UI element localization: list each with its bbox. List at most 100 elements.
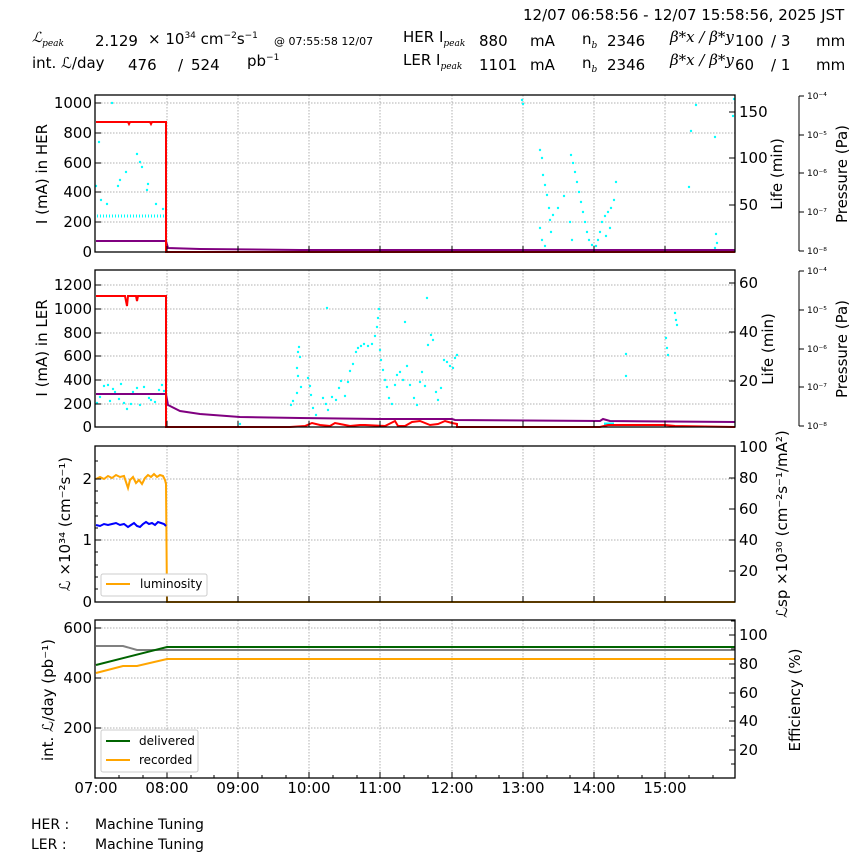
specific-luminosity-line xyxy=(95,520,167,529)
her-current-line xyxy=(96,121,735,253)
recorded-line xyxy=(95,658,735,674)
intl-unit: pb−1 xyxy=(247,52,280,70)
intl-ylabel: int. ℒ/day (pb⁻¹) xyxy=(39,639,57,761)
svg-text:2: 2 xyxy=(82,470,92,488)
svg-text:40: 40 xyxy=(739,531,758,549)
svg-text:07:00: 07:00 xyxy=(74,779,117,797)
ler-ylabel: I (mA) in LER xyxy=(33,299,51,396)
her-status-value: Machine Tuning xyxy=(95,817,204,833)
panel-her: 1000 800 600 400 200 0 150 100 50 I (mA)… xyxy=(33,92,851,261)
her-ipeak-unit: mA xyxy=(530,32,555,50)
svg-text:20: 20 xyxy=(739,372,758,390)
lpeak-label: ℒpeak xyxy=(32,30,65,49)
svg-text:10⁻⁷: 10⁻⁷ xyxy=(807,383,827,393)
svg-text:0: 0 xyxy=(82,243,92,261)
ler-beta-label: β*x / β*y xyxy=(670,51,734,69)
svg-text:60: 60 xyxy=(739,274,758,292)
legend-delivered: delivered xyxy=(139,734,195,748)
intl-legend: delivered recorded xyxy=(100,729,199,773)
svg-text:20: 20 xyxy=(739,741,758,759)
her-beta-unit: mm xyxy=(816,32,846,50)
ler-beta-unit: mm xyxy=(816,56,846,74)
her-pressure-label: Pressure (Pa) xyxy=(833,125,851,223)
svg-text:10⁻⁴: 10⁻⁴ xyxy=(807,267,827,277)
svg-text:150: 150 xyxy=(739,103,768,121)
svg-text:10:00: 10:00 xyxy=(287,779,330,797)
ler-ipeak-value: 1101 xyxy=(479,56,518,74)
intl-sep: / xyxy=(178,56,184,74)
panel-luminosity: 2 1 0 100 80 60 40 20 ℒ ×10³⁴ (cm⁻²s⁻¹) … xyxy=(56,430,791,618)
intl-delivered: 524 xyxy=(191,56,220,74)
svg-text:14:00: 14:00 xyxy=(572,779,615,797)
panel-integrated: 600 400 200 100 80 60 40 20 int. ℒ/day (… xyxy=(39,619,804,797)
svg-text:800: 800 xyxy=(63,124,92,142)
lumi-legend: luminosity xyxy=(100,573,208,597)
svg-text:10⁻⁶: 10⁻⁶ xyxy=(807,345,827,355)
svg-text:50: 50 xyxy=(739,196,758,214)
svg-text:20: 20 xyxy=(739,562,758,580)
svg-text:11:00: 11:00 xyxy=(358,779,401,797)
her-ylabel: I (mA) in HER xyxy=(33,124,51,224)
svg-text:15:00: 15:00 xyxy=(643,779,686,797)
her-beta-y: / 3 xyxy=(771,32,791,50)
time-range: 12/07 06:58:56 - 12/07 15:58:56, 2025 JS… xyxy=(523,6,845,24)
her-ipeak-label: HER Ipeak xyxy=(403,28,466,49)
ler-nb-value: 2346 xyxy=(607,56,646,74)
svg-text:13:00: 13:00 xyxy=(501,779,544,797)
her-beta-label: β*x / β*y xyxy=(670,28,734,46)
svg-text:200: 200 xyxy=(63,719,92,737)
ler-status-label: LER : xyxy=(31,837,67,853)
svg-text:10⁻⁸: 10⁻⁸ xyxy=(807,247,827,257)
ler-ipeak-unit: mA xyxy=(530,56,555,74)
svg-text:60: 60 xyxy=(739,500,758,518)
svg-text:100: 100 xyxy=(739,626,768,644)
efficiency-line xyxy=(96,645,735,651)
svg-text:12:00: 12:00 xyxy=(430,779,473,797)
her-nb-value: 2346 xyxy=(607,32,646,50)
ler-life-scatter xyxy=(95,296,679,426)
ler-beta-y: / 1 xyxy=(771,56,791,74)
svg-text:200: 200 xyxy=(63,395,92,413)
svg-text:40: 40 xyxy=(739,323,758,341)
svg-text:1: 1 xyxy=(82,531,92,549)
legend-recorded: recorded xyxy=(139,753,192,767)
intl-label: int. ℒ/day xyxy=(32,54,105,72)
svg-text:10⁻⁸: 10⁻⁸ xyxy=(807,422,827,432)
her-ipeak-value: 880 xyxy=(479,32,508,50)
ler-ipeak-label: LER Ipeak xyxy=(403,51,463,72)
svg-text:80: 80 xyxy=(739,469,758,487)
panel-ler: 1200 1000 800 600 400 200 0 60 40 20 I (… xyxy=(33,267,851,436)
svg-text:400: 400 xyxy=(63,371,92,389)
delivered-line xyxy=(95,646,735,666)
ler-pressure-label: Pressure (Pa) xyxy=(833,300,851,398)
ler-status-value: Machine Tuning xyxy=(95,837,204,853)
lumi-sp-ylabel: ℒsp ×10³⁰ (cm⁻²s⁻¹/mA²) xyxy=(773,430,791,618)
her-pressure-line xyxy=(96,240,735,251)
svg-text:10⁻⁵: 10⁻⁵ xyxy=(807,131,827,141)
lpeak-value: 2.129 xyxy=(95,32,138,50)
legend-luminosity: luminosity xyxy=(140,577,202,591)
her-beta-x: 100 xyxy=(735,32,764,50)
svg-text:10⁻⁶: 10⁻⁶ xyxy=(807,169,827,179)
her-life-label: Life (min) xyxy=(768,138,786,210)
svg-text:400: 400 xyxy=(63,183,92,201)
luminosity-line xyxy=(95,472,735,603)
intl-recorded: 476 xyxy=(128,56,157,74)
svg-text:60: 60 xyxy=(739,684,758,702)
svg-text:0: 0 xyxy=(82,418,92,436)
svg-text:80: 80 xyxy=(739,655,758,673)
lumi-ylabel: ℒ ×10³⁴ (cm⁻²s⁻¹) xyxy=(56,457,74,591)
svg-text:600: 600 xyxy=(63,619,92,637)
svg-text:1000: 1000 xyxy=(54,300,92,318)
svg-text:800: 800 xyxy=(63,324,92,342)
svg-text:600: 600 xyxy=(63,347,92,365)
svg-text:100: 100 xyxy=(739,149,768,167)
svg-text:200: 200 xyxy=(63,213,92,231)
efficiency-ylabel: Efficiency (%) xyxy=(786,649,804,752)
svg-text:400: 400 xyxy=(63,669,92,687)
her-status-label: HER : xyxy=(31,817,70,833)
svg-text:100: 100 xyxy=(739,438,768,456)
ler-nb-label: nb xyxy=(582,54,598,75)
svg-text:09:00: 09:00 xyxy=(216,779,259,797)
